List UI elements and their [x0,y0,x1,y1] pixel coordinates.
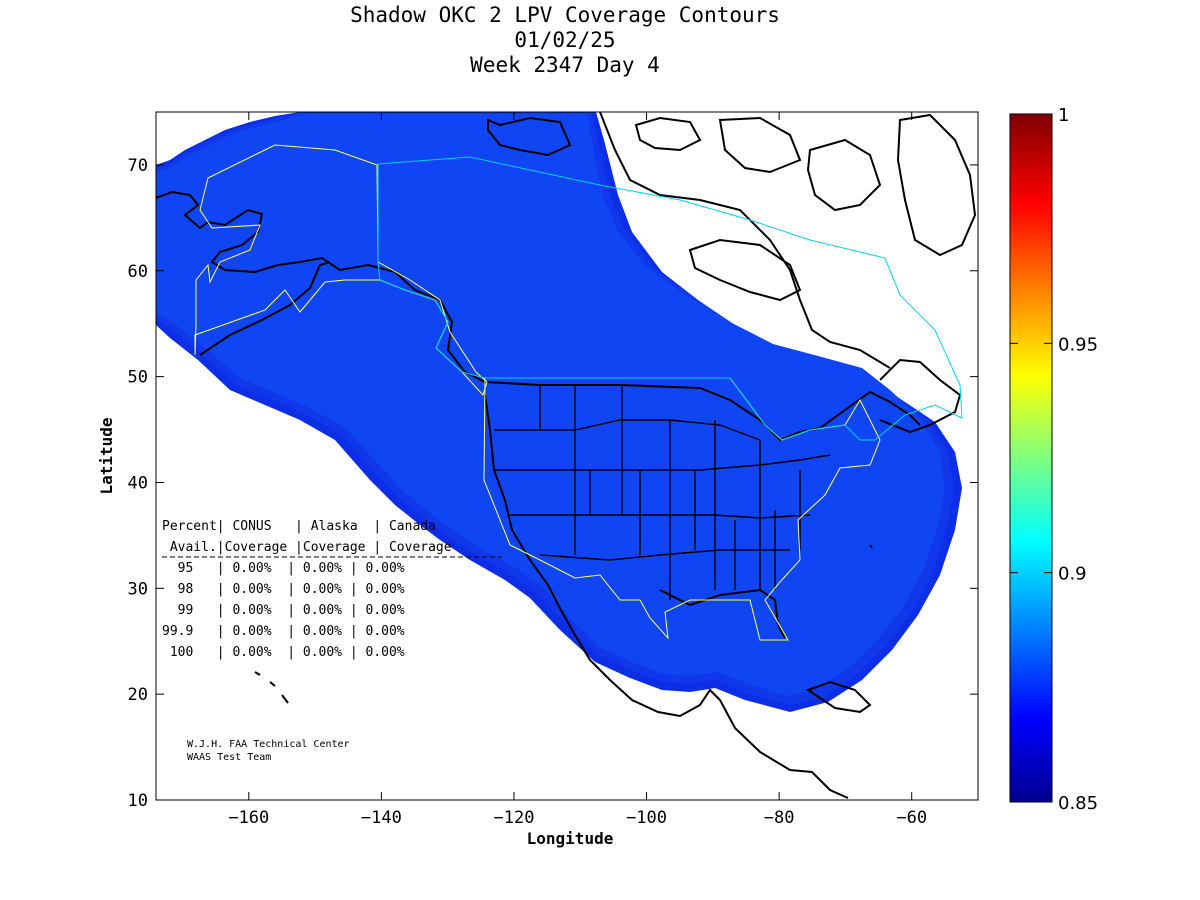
y-tick-label: 60 [128,262,148,282]
stats-header-1: Percent| CONUS | Alaska | Canada [162,519,436,534]
y-tick-label: 40 [128,473,148,493]
x-axis-label: Longitude [527,829,614,848]
stats-row: 99 | 0.00% | 0.00% | 0.00% [162,603,405,618]
y-tick-label: 20 [128,685,148,705]
x-tick-label: −100 [626,808,667,828]
stats-row: 98 | 0.00% | 0.00% | 0.00% [162,582,405,597]
colorbar-tick-label: 0.95 [1058,334,1098,355]
stats-row: 99.9 | 0.00% | 0.00% | 0.00% [162,624,405,639]
y-tick-label: 10 [128,791,148,811]
map-frame [155,111,979,801]
y-tick-label: 70 [128,156,148,176]
colorbar-tick-label: 0.85 [1058,793,1098,814]
stats-header-2: Avail.|Coverage |Coverage | Coverage [162,540,452,555]
chart-date: 01/02/25 [514,28,616,52]
colorbar-ticks: 0.85 0.9 0.95 1 [1010,105,1098,814]
x-tick-label: −160 [228,808,269,828]
colorbar-tick-label: 1 [1058,105,1069,126]
stats-row: 95 | 0.00% | 0.00% | 0.00% [162,561,405,576]
canada-outline [377,156,963,441]
y-axis-label: Latitude [97,417,116,494]
colorbar-tick-label: 0.9 [1058,564,1087,585]
x-axis: −160 −140 −120 −100 −80 −60 [228,112,927,828]
colorbar [1009,113,1053,803]
x-tick-label: −120 [493,808,534,828]
chart-week-day: Week 2347 Day 4 [470,53,660,77]
credit-line-2: WAAS Test Team [187,752,271,763]
stats-row: 100 | 0.00% | 0.00% | 0.00% [162,645,405,660]
y-tick-label: 30 [128,579,148,599]
map-area [156,112,977,799]
coverage-stats-table: Percent| CONUS | Alaska | Canada Avail.|… [162,519,502,660]
state-boundaries [494,385,831,600]
y-tick-label: 50 [128,368,148,388]
chart-title: Shadow OKC 2 LPV Coverage Contours [350,3,780,27]
x-tick-label: −80 [764,808,795,828]
y-axis: 10 20 30 40 50 60 70 [128,156,978,811]
credit-line-1: W.J.H. FAA Technical Center [187,739,350,750]
x-tick-label: −60 [896,808,927,828]
x-tick-label: −140 [361,808,402,828]
